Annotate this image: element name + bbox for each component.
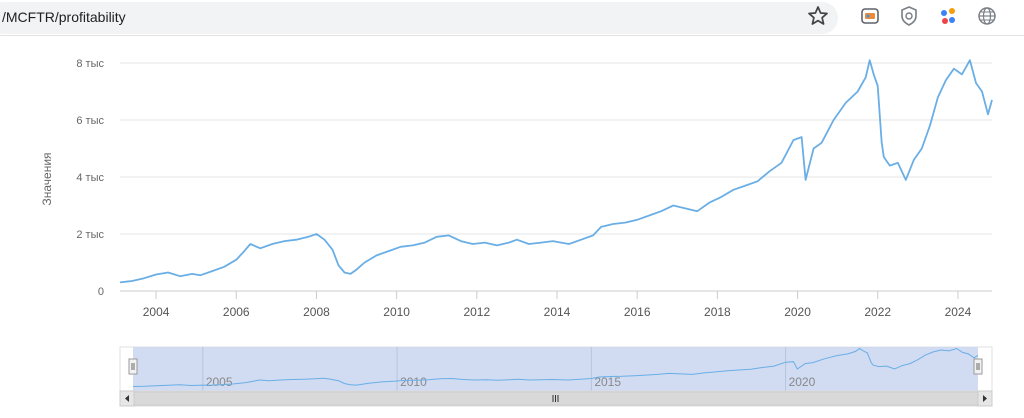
y-axis-label: Значения <box>40 152 54 205</box>
shield-icon[interactable] <box>898 5 920 27</box>
url-text: /MCFTR/profitability <box>2 9 126 25</box>
globe-icon[interactable] <box>976 5 998 27</box>
navigator-handle-left[interactable] <box>128 358 138 375</box>
y-tick-label: 2 тыс <box>76 229 104 241</box>
address-bar[interactable]: /MCFTR/profitability <box>0 2 838 34</box>
x-tick-label: 2022 <box>864 305 891 319</box>
x-axis-ticks: 2004 2006 2008 2010 2012 2014 2016 2018 2020 2022… <box>143 291 972 319</box>
y-tick-label: 8 тыс <box>76 58 104 70</box>
arrow-left-icon <box>125 395 129 402</box>
navigator-series-line <box>132 347 979 387</box>
x-tick-label: 2024 <box>945 305 972 319</box>
star-icon[interactable] <box>805 3 831 29</box>
x-tick-label: 2012 <box>463 305 490 319</box>
dots-icon[interactable] <box>937 5 959 27</box>
x-tick-label: 2016 <box>624 305 651 319</box>
x-tick-label: 2014 <box>544 305 571 319</box>
navigator-handle-right[interactable] <box>973 358 983 375</box>
x-tick-label: 2020 <box>784 305 811 319</box>
browser-toolbar: /MCFTR/profitability <box>0 0 1024 36</box>
arrow-right-icon <box>983 395 987 402</box>
y-tick-label: 4 тыс <box>76 172 104 184</box>
x-tick-label: 2006 <box>223 305 250 319</box>
extension-icon[interactable] <box>859 5 881 27</box>
navigator[interactable]: 2005 2010 2015 2020 <box>119 346 993 392</box>
y-tick-label: 6 тыс <box>76 115 104 127</box>
x-tick-label: 2018 <box>704 305 731 319</box>
navigator-tick-label: 2015 <box>594 375 621 389</box>
navigator-tick-label: 2020 <box>789 375 816 389</box>
x-tick-label: 2010 <box>383 305 410 319</box>
navigator-tick-label: 2005 <box>206 375 233 389</box>
x-tick-label: 2004 <box>143 305 170 319</box>
navigator-scrollbar[interactable] <box>119 390 993 407</box>
series-line <box>119 59 993 284</box>
navigator-selection[interactable] <box>133 347 978 391</box>
x-tick-label: 2008 <box>303 305 330 319</box>
navigator-tick-label: 2010 <box>400 375 427 389</box>
grid-lines <box>120 62 992 292</box>
y-tick-label: 0 <box>98 286 104 298</box>
y-axis-ticks: 0 2 тыс 4 тыс 6 тыс 8 тыс <box>76 58 104 298</box>
